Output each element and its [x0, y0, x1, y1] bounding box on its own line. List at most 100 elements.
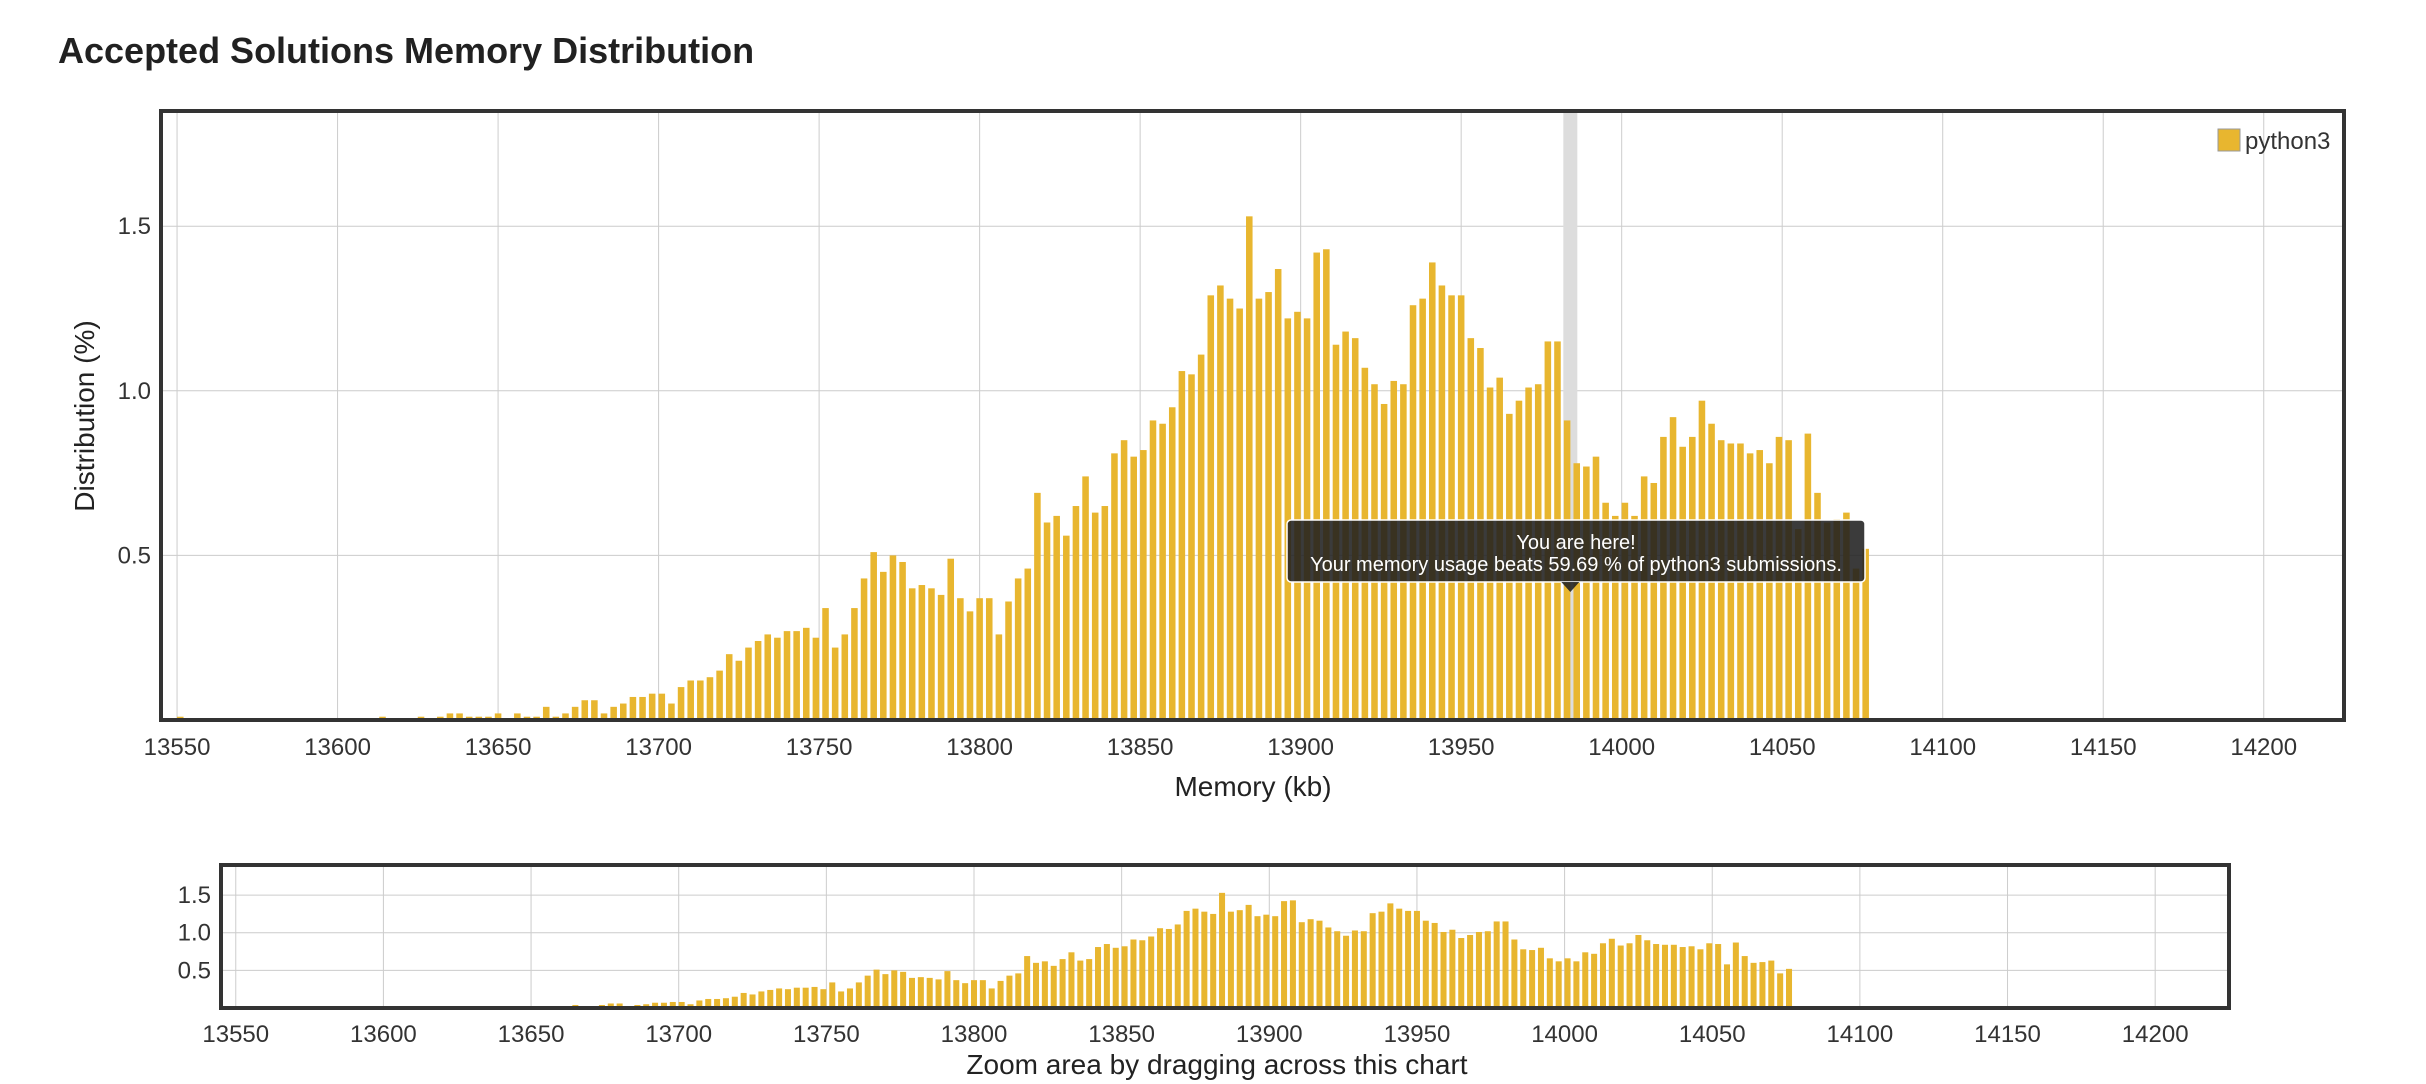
nav-bar[interactable] — [1502, 921, 1509, 1008]
main-bar[interactable] — [687, 680, 694, 720]
nav-bar[interactable] — [1750, 962, 1757, 1008]
main-bar[interactable] — [1621, 502, 1629, 720]
main-bar[interactable] — [745, 647, 752, 720]
main-bar[interactable] — [1197, 354, 1205, 720]
nav-bar[interactable] — [970, 980, 978, 1008]
main-bar[interactable] — [1679, 446, 1686, 720]
main-bar[interactable] — [1246, 216, 1253, 720]
main-bar[interactable] — [1573, 463, 1581, 720]
main-bar[interactable] — [1313, 252, 1320, 721]
main-bar[interactable] — [947, 558, 955, 720]
main-bar[interactable] — [1631, 515, 1638, 720]
nav-bar[interactable] — [855, 982, 862, 1008]
main-bar[interactable] — [1284, 318, 1292, 720]
nav-bar[interactable] — [1192, 908, 1199, 1008]
main-bar[interactable] — [514, 713, 521, 720]
navigator-plot-area[interactable]: 13550 13600 13650 13700 13750 13800 13850 13900… — [178, 863, 2231, 1048]
main-bar[interactable] — [995, 634, 1003, 720]
main-bar[interactable] — [1082, 476, 1089, 720]
main-bar[interactable] — [591, 700, 598, 720]
main-bar[interactable] — [1823, 522, 1831, 720]
nav-bar[interactable] — [1086, 959, 1093, 1008]
nav-bar[interactable] — [1440, 931, 1447, 1008]
nav-bar[interactable] — [1307, 919, 1314, 1008]
main-bar[interactable] — [1014, 578, 1022, 720]
nav-bar[interactable] — [607, 1003, 614, 1008]
main-bar[interactable] — [783, 631, 791, 720]
legend[interactable]: python3 — [2217, 128, 2330, 155]
nav-bar[interactable] — [1546, 958, 1553, 1008]
nav-bar[interactable] — [1564, 958, 1571, 1008]
main-bar[interactable] — [658, 693, 666, 720]
nav-bar[interactable] — [1475, 931, 1482, 1008]
nav-bar[interactable] — [935, 979, 942, 1008]
nav-bar[interactable] — [1298, 922, 1305, 1008]
main-bar[interactable] — [648, 693, 656, 720]
nav-bar[interactable] — [873, 969, 880, 1008]
main-bar[interactable] — [793, 631, 800, 720]
main-bar[interactable] — [1063, 535, 1070, 720]
main-bar[interactable] — [620, 703, 627, 720]
nav-bar[interactable] — [1103, 944, 1110, 1008]
nav-bar[interactable] — [1360, 931, 1367, 1008]
main-bar[interactable] — [928, 588, 935, 720]
nav-bar[interactable] — [1219, 892, 1226, 1008]
nav-bar[interactable] — [660, 1002, 667, 1008]
main-bar[interactable] — [600, 713, 608, 720]
main-bar[interactable] — [831, 647, 839, 720]
nav-bar[interactable] — [1467, 934, 1474, 1008]
nav-bar[interactable] — [1015, 973, 1022, 1008]
nav-bar[interactable] — [962, 983, 969, 1008]
main-bar[interactable] — [822, 608, 829, 720]
main-bar[interactable] — [1101, 506, 1109, 720]
nav-bar[interactable] — [1112, 947, 1119, 1008]
main-bar[interactable] — [1091, 512, 1099, 720]
main-bar[interactable] — [1053, 515, 1060, 720]
nav-bar[interactable] — [1041, 961, 1048, 1008]
main-bar[interactable] — [1236, 308, 1243, 720]
main-bar[interactable] — [1409, 305, 1417, 720]
main-bar[interactable] — [494, 713, 502, 720]
main-bar[interactable] — [1814, 492, 1821, 720]
nav-bar[interactable] — [802, 987, 809, 1008]
nav-bar[interactable] — [714, 998, 721, 1008]
main-bar[interactable] — [764, 634, 772, 720]
main-bar[interactable] — [966, 611, 974, 720]
nav-bar[interactable] — [1334, 931, 1341, 1008]
nav-bar[interactable] — [1227, 911, 1234, 1008]
nav-bar[interactable] — [1059, 959, 1066, 1008]
main-bar[interactable] — [1034, 492, 1041, 720]
nav-bar[interactable] — [669, 1001, 676, 1008]
main-bar[interactable] — [1852, 568, 1860, 720]
main-bar[interactable] — [889, 555, 897, 720]
main-bar[interactable] — [1843, 512, 1850, 720]
main-bar[interactable] — [725, 654, 733, 720]
main-bar[interactable] — [1640, 476, 1648, 720]
nav-bar[interactable] — [1157, 928, 1164, 1008]
nav-bar[interactable] — [1289, 900, 1296, 1008]
main-bar[interactable] — [735, 660, 743, 720]
main-bar[interactable] — [1303, 318, 1311, 720]
nav-bar[interactable] — [1254, 916, 1261, 1008]
main-bar[interactable] — [1024, 568, 1032, 720]
nav-bar[interactable] — [988, 988, 995, 1008]
main-bar[interactable] — [851, 608, 858, 720]
nav-bar[interactable] — [678, 1001, 685, 1008]
main-bar[interactable] — [716, 670, 723, 720]
nav-bar[interactable] — [1210, 913, 1217, 1008]
nav-bar[interactable] — [1201, 911, 1208, 1008]
main-bar[interactable] — [1207, 295, 1215, 720]
nav-bar[interactable] — [926, 977, 933, 1008]
main-bar[interactable] — [581, 700, 589, 720]
nav-bar[interactable] — [882, 974, 889, 1008]
main-bar[interactable] — [870, 552, 877, 720]
main-bar[interactable] — [542, 706, 550, 720]
nav-bar[interactable] — [1095, 947, 1102, 1008]
nav-bar[interactable] — [820, 989, 827, 1008]
nav-bar[interactable] — [1387, 903, 1394, 1008]
main-bar[interactable] — [1746, 453, 1754, 720]
main-bar[interactable] — [1650, 482, 1658, 720]
main-bar[interactable] — [1255, 298, 1263, 720]
nav-bar[interactable] — [1723, 964, 1731, 1008]
nav-bar[interactable] — [1006, 975, 1013, 1008]
